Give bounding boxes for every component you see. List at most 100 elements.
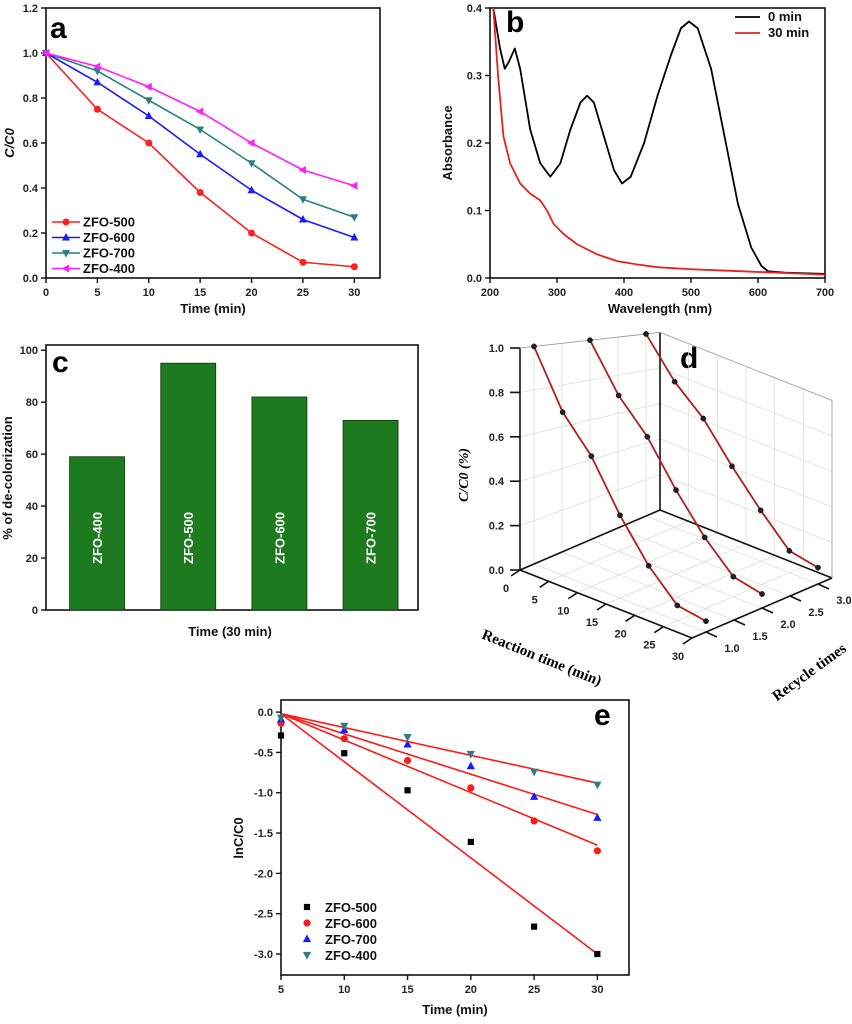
data-point [644, 433, 651, 440]
y-tick-label: 1.2 [23, 3, 38, 15]
recycle-series-2 [587, 337, 765, 597]
data-point [350, 214, 359, 222]
x-tick-label: 500 [682, 287, 700, 299]
legend-label: 30 min [768, 25, 809, 40]
legend-marker [302, 934, 312, 943]
data-point [340, 722, 349, 731]
data-point [350, 233, 359, 241]
y-tick [817, 583, 830, 590]
data-point [671, 378, 678, 385]
fit-line [280, 712, 598, 816]
x-axis-label: Time (30 min) [188, 624, 272, 639]
series-zfo-600 [42, 48, 359, 241]
data-point [559, 409, 566, 416]
x-axis-label: Time (min) [180, 301, 246, 316]
y-axis-label: Recycle times [770, 641, 850, 705]
z-tick-label: 0.4 [489, 476, 505, 488]
legend-marker [303, 903, 311, 911]
x-tick-label: 20 [245, 287, 257, 299]
x-tick-label: 15 [194, 287, 206, 299]
bar-label: ZFO-700 [364, 512, 379, 564]
data-point [350, 263, 358, 271]
y-tick-label: -0.5 [254, 747, 273, 759]
series-zfo-400 [41, 49, 358, 190]
data-point [403, 739, 412, 748]
recycle-series-3 [643, 331, 821, 571]
series-line [645, 333, 819, 569]
x-tick-label: 5 [94, 287, 100, 299]
y-tick-label: 0.0 [467, 273, 482, 285]
data-point [757, 507, 764, 514]
bar-zfo-700 [342, 419, 399, 611]
data-point [144, 97, 153, 105]
z-tick-label: 1.0 [489, 343, 504, 355]
y-tick-label: 3.0 [836, 595, 851, 607]
legend-label: ZFO-600 [325, 916, 377, 931]
y-tick-label: 0.4 [467, 3, 483, 15]
legend-label: ZFO-500 [325, 900, 377, 915]
legend-label: ZFO-400 [83, 261, 135, 276]
panel-letter-b: b [506, 6, 524, 39]
x-tick [682, 637, 693, 645]
data-point [594, 950, 601, 958]
y-tick-label: 0 [32, 605, 38, 617]
plot-frame [280, 699, 630, 976]
data-point [786, 547, 793, 554]
data-point [759, 591, 765, 597]
data-point [700, 415, 707, 422]
data-point [404, 787, 411, 794]
series-line [45, 52, 355, 187]
panel-c-decolorization-bars: 0 20 40 60 80 100 ZFO-400 ZFO-500 ZFO-600 ZFO-700… [0, 344, 419, 639]
z-tick-label: 0.8 [489, 387, 504, 399]
y-tick-label: 0.0 [23, 273, 38, 285]
series-zfo-600 [277, 712, 601, 855]
x-tick [510, 569, 521, 577]
y-tick-label: -1.5 [254, 828, 273, 840]
y-tick-label: 0.8 [23, 93, 38, 105]
z-tick-label: 0.6 [489, 432, 504, 444]
data-point [403, 756, 412, 765]
x-tick [625, 614, 636, 622]
data-point [588, 453, 595, 459]
panel-e-y-axis-label: lnC/C0 [231, 817, 246, 858]
x-tick-label: 25 [297, 287, 309, 299]
y-tick-label: 0.2 [23, 228, 38, 240]
data-point [298, 166, 306, 174]
data-point [144, 82, 152, 91]
x-tick-label: 700 [816, 287, 834, 299]
y-tick-label: -2.5 [254, 909, 273, 921]
y-tick-label: 1.0 [23, 48, 38, 60]
y-tick-label: 100 [20, 345, 38, 357]
y-tick-label: 60 [26, 449, 38, 461]
data-point [643, 331, 649, 337]
x-tick [596, 603, 607, 611]
y-tick-label: 80 [26, 397, 38, 409]
y-tick-label: 2.0 [780, 619, 795, 631]
floor-edge [519, 509, 661, 571]
x-tick-label: 300 [548, 287, 566, 299]
data-point [144, 111, 153, 119]
y-tick-label: 40 [26, 501, 38, 513]
grid-line [561, 551, 735, 621]
data-point [41, 49, 49, 57]
x-tick-label: 0 [43, 287, 49, 299]
plot-frame [489, 7, 826, 279]
y-tick-label: 2.5 [808, 607, 823, 619]
y-tick-label: 0.0 [258, 707, 273, 719]
legend-marker [303, 919, 311, 927]
y-tick-label: 0.1 [467, 206, 482, 218]
x-axis-label: Time (min) [422, 1002, 488, 1017]
x-tick-label: 200 [481, 287, 499, 299]
data-point [674, 602, 681, 609]
x-tick-label: 0 [503, 583, 509, 595]
plot-frame [45, 344, 419, 611]
x-tick-label: 25 [643, 640, 655, 652]
x-tick-label: 10 [557, 606, 569, 618]
bar-label: ZFO-600 [272, 512, 287, 564]
y-tick-label: 20 [26, 553, 38, 565]
data-point [277, 732, 285, 739]
x-tick-label: 5 [278, 984, 284, 996]
data-point [247, 185, 256, 194]
y-tick-label: -1.0 [254, 788, 273, 800]
